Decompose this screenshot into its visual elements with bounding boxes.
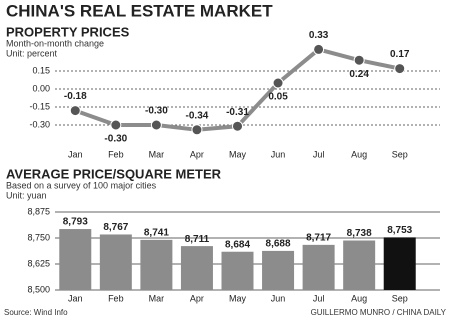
bar [262, 250, 295, 290]
point [69, 105, 81, 117]
point [110, 119, 122, 131]
data-label: 8,767 [103, 222, 128, 233]
data-label: -0.31 [226, 107, 249, 118]
x-tick-label: Mar [149, 293, 165, 303]
x-tick-label: Sep [392, 149, 408, 159]
data-label: 0.05 [268, 92, 288, 103]
x-tick-label: Feb [108, 293, 124, 303]
x-tick-label: Jun [271, 149, 286, 159]
chart-title: PROPERTY PRICES [6, 24, 130, 39]
point [232, 120, 243, 132]
y-tick-label: 0.15 [32, 65, 50, 75]
x-tick-label: Aug [351, 149, 367, 159]
x-tick-label: Jan [68, 149, 83, 159]
x-tick-label: Apr [190, 293, 204, 303]
point [150, 119, 162, 131]
bar [221, 251, 254, 290]
y-tick-label: 8,750 [27, 232, 50, 242]
point [272, 77, 284, 89]
chart-unit: Unit: yuan [6, 190, 47, 200]
y-tick-label: 8,875 [27, 206, 50, 216]
bar [140, 239, 173, 290]
data-label: 0.24 [349, 69, 369, 80]
bar [343, 240, 376, 290]
x-tick-label: Sep [392, 293, 408, 303]
chart-subtitle: Month-on-month change [6, 38, 104, 48]
x-tick-label: Mar [149, 149, 165, 159]
credit: GUILLERMO MUNRO / CHINA DAILY [311, 308, 447, 317]
x-tick-label: Feb [108, 149, 124, 159]
x-tick-label: Jun [271, 293, 286, 303]
main-title: CHINA'S REAL ESTATE MARKET [6, 1, 273, 20]
y-tick-label: 8,625 [27, 258, 50, 268]
data-label: 8,717 [306, 233, 331, 244]
y-tick-label: -0.30 [29, 119, 50, 129]
chart-subtitle: Based on a survey of 100 major cities [6, 180, 157, 190]
point [353, 54, 365, 66]
bar [302, 244, 335, 290]
x-tick-label: May [229, 149, 247, 159]
data-label: 8,793 [63, 217, 88, 228]
source: Source: Wind Info [4, 308, 68, 317]
bar [383, 237, 416, 290]
data-label: -0.18 [64, 91, 87, 102]
x-tick-label: Jan [68, 293, 83, 303]
data-label: 8,688 [266, 239, 291, 250]
bar [99, 234, 132, 290]
data-label: -0.34 [186, 110, 209, 121]
data-label: 8,684 [225, 239, 250, 250]
y-tick-label: 8,500 [27, 284, 50, 294]
data-label: -0.30 [104, 134, 127, 145]
x-tick-label: May [229, 293, 247, 303]
chart-title: AVERAGE PRICE/SQUARE METER [6, 166, 222, 181]
data-label: 8,738 [347, 228, 372, 239]
chart-unit: Unit: percent [6, 48, 58, 58]
y-tick-label: -0.15 [29, 101, 50, 111]
point [394, 63, 406, 75]
data-label: -0.30 [145, 106, 168, 117]
data-label: 0.33 [309, 30, 329, 41]
x-tick-label: Jul [313, 149, 325, 159]
x-tick-label: Jul [313, 293, 325, 303]
data-label: 8,711 [185, 234, 210, 245]
data-label: 8,741 [144, 228, 169, 239]
x-tick-label: Apr [190, 149, 204, 159]
point [313, 43, 325, 55]
bar [59, 229, 92, 290]
data-label: 8,753 [387, 225, 412, 236]
y-tick-label: 0.00 [32, 83, 50, 93]
bar [180, 246, 213, 290]
x-tick-label: Aug [351, 293, 367, 303]
data-label: 0.17 [390, 49, 410, 60]
point [191, 124, 203, 136]
